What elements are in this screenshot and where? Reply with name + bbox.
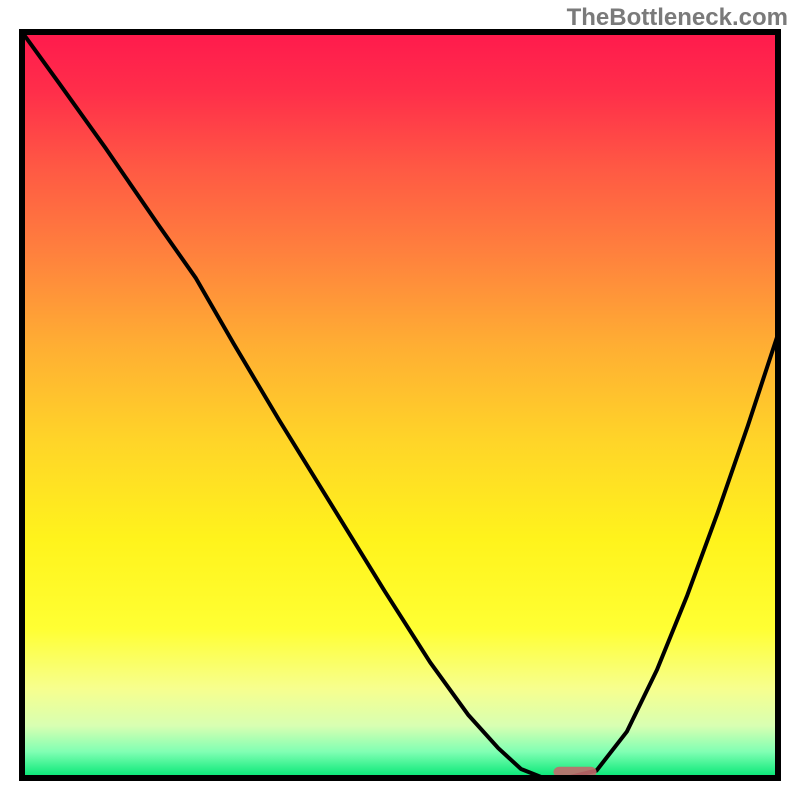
chart-container: TheBottleneck.com [0,0,800,800]
plot-background [22,32,778,778]
bottleneck-chart [0,0,800,800]
